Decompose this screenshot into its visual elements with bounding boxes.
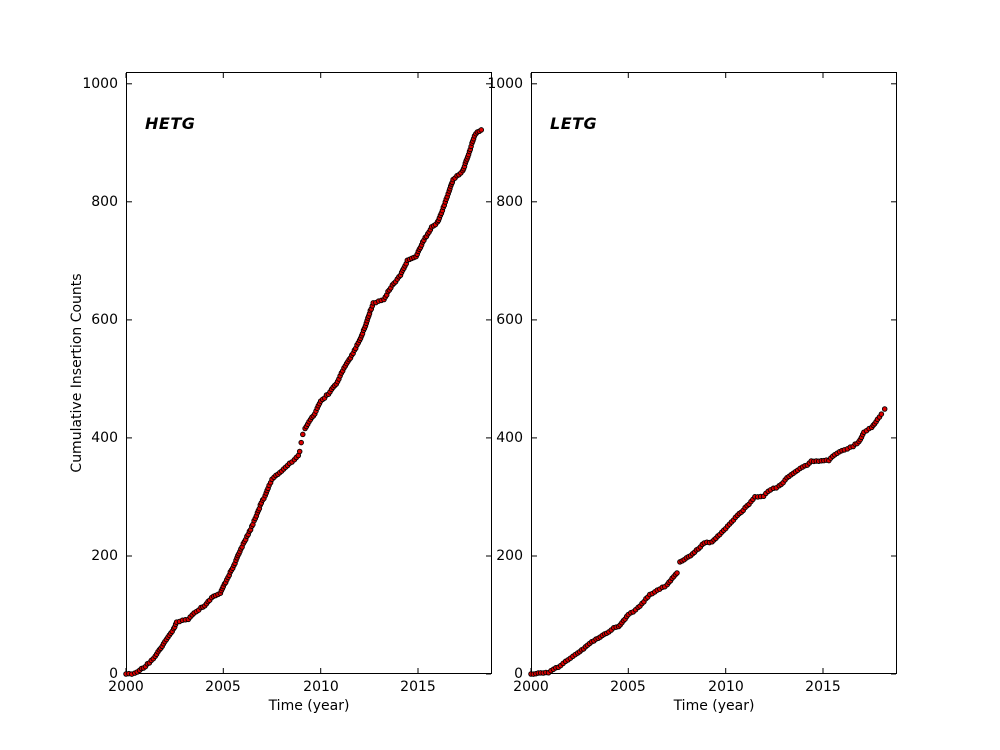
panel-label-letg: LETG (550, 114, 598, 133)
y-tick-label: 1000 (82, 76, 118, 92)
x-tick-label: 2005 (205, 679, 241, 695)
x-tick-label: 2015 (400, 679, 436, 695)
x-tick-label: 2010 (303, 679, 339, 695)
y-tick-label: 400 (91, 430, 118, 446)
y-tick-label: 400 (496, 430, 523, 446)
x-axis-label-letg: Time (year) (673, 698, 755, 714)
y-tick-label: 800 (496, 194, 523, 210)
y-tick-label: 1000 (487, 76, 523, 92)
panel-letg: LETG Time (year) 2000 2005 2010 2015 0 200 400… (487, 72, 897, 714)
y-tick-label: 200 (496, 548, 523, 564)
panel-label-hetg: HETG (145, 114, 196, 133)
panel-hetg: HETG Time (year) 2000 2005 2010 2015 0 200 400… (82, 72, 492, 714)
y-tick-label: 800 (91, 194, 118, 210)
x-tick-label: 2010 (708, 679, 744, 695)
hetg-scatter-plot (123, 72, 492, 677)
y-tick-label: 0 (514, 666, 523, 682)
letg-scatter-plot (528, 72, 897, 677)
x-axis-label-hetg: Time (year) (268, 698, 350, 714)
y-tick-label: 0 (109, 666, 118, 682)
x-tick-label: 2005 (610, 679, 646, 695)
x-tick-label: 2000 (108, 679, 144, 695)
y-tick-label: 200 (91, 548, 118, 564)
y-tick-label: 600 (496, 312, 523, 328)
x-tick-label: 2015 (805, 679, 841, 695)
y-tick-label: 600 (91, 312, 118, 328)
x-tick-label: 2000 (513, 679, 549, 695)
